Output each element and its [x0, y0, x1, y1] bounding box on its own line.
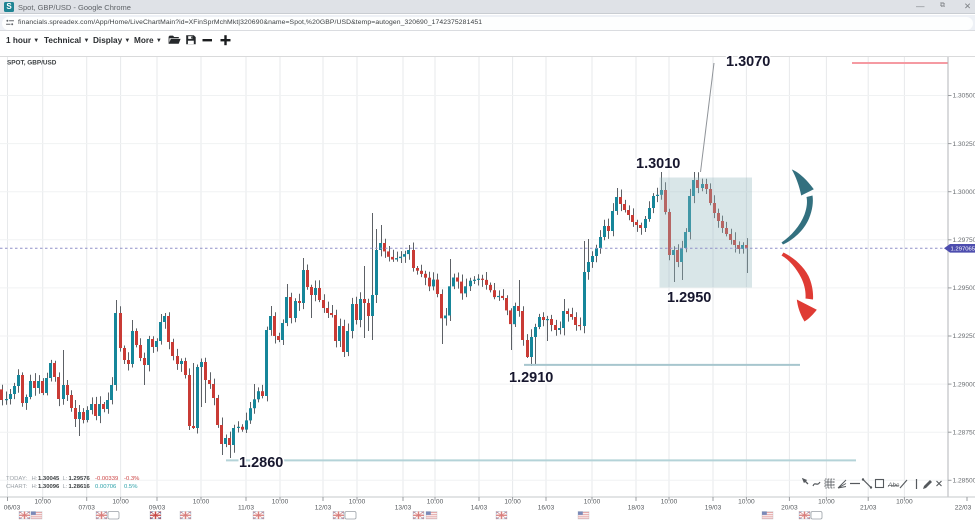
svg-text:09/03: 09/03 — [149, 505, 166, 512]
svg-text:Abc: Abc — [887, 482, 900, 489]
svg-text:1.3070: 1.3070 — [726, 54, 770, 70]
svg-text:1.297065: 1.297065 — [951, 247, 975, 253]
svg-text:1.2860: 1.2860 — [239, 455, 283, 471]
svg-text:10:00: 10:00 — [738, 499, 755, 506]
svg-text:1.28750: 1.28750 — [953, 429, 975, 436]
svg-text:21/03: 21/03 — [860, 505, 877, 512]
svg-text:20/03: 20/03 — [781, 505, 798, 512]
svg-text:1.3010: 1.3010 — [636, 156, 680, 172]
svg-text:1.29500: 1.29500 — [953, 285, 975, 292]
svg-text:10:00: 10:00 — [818, 499, 835, 506]
svg-text:1.30045: 1.30045 — [38, 476, 60, 482]
svg-text:11/03: 11/03 — [238, 505, 254, 512]
svg-text:10:00: 10:00 — [504, 499, 521, 506]
svg-text:10:00: 10:00 — [193, 499, 210, 506]
svg-text:1.29000: 1.29000 — [953, 381, 975, 388]
svg-text:0.00706: 0.00706 — [95, 484, 117, 490]
svg-text:07/03: 07/03 — [78, 505, 95, 512]
svg-text:1.29576: 1.29576 — [69, 476, 91, 482]
svg-text:1.28500: 1.28500 — [953, 478, 975, 485]
svg-text:10:00: 10:00 — [112, 499, 129, 506]
svg-text:16/03: 16/03 — [538, 505, 555, 512]
svg-text:0.5%: 0.5% — [124, 484, 138, 490]
svg-text:1.30500: 1.30500 — [953, 93, 975, 100]
svg-text:14/03: 14/03 — [471, 505, 488, 512]
svg-text:H:: H: — [32, 476, 38, 482]
svg-text:06/03: 06/03 — [4, 505, 21, 512]
svg-text:10:00: 10:00 — [584, 499, 601, 506]
svg-text:10:00: 10:00 — [427, 499, 444, 506]
svg-text:L:: L: — [63, 484, 68, 490]
svg-text:1.2950: 1.2950 — [667, 290, 711, 306]
svg-text:22/03: 22/03 — [955, 505, 972, 512]
svg-text:-0.3%: -0.3% — [124, 476, 140, 482]
svg-text:1.30250: 1.30250 — [953, 141, 975, 148]
svg-text:13/03: 13/03 — [395, 505, 412, 512]
svg-text:-0.00339: -0.00339 — [95, 476, 118, 482]
svg-text:1.30000: 1.30000 — [953, 189, 975, 196]
svg-text:12/03: 12/03 — [315, 505, 332, 512]
svg-text:1.29250: 1.29250 — [953, 333, 975, 340]
svg-text:1.2910: 1.2910 — [509, 370, 553, 386]
svg-text:18/03: 18/03 — [628, 505, 645, 512]
svg-text:1.28616: 1.28616 — [69, 484, 91, 490]
svg-text:10:00: 10:00 — [349, 499, 366, 506]
svg-text:19/03: 19/03 — [705, 505, 722, 512]
svg-text:CHART:: CHART: — [6, 484, 28, 490]
svg-text:10:00: 10:00 — [272, 499, 289, 506]
svg-text:1.29750: 1.29750 — [953, 237, 975, 244]
svg-text:H:: H: — [32, 484, 38, 490]
svg-text:1.30096: 1.30096 — [38, 484, 60, 490]
svg-text:10:00: 10:00 — [34, 499, 51, 506]
svg-text:10:00: 10:00 — [896, 499, 913, 506]
svg-text:10:00: 10:00 — [661, 499, 678, 506]
svg-text:SPOT, GBP/USD: SPOT, GBP/USD — [7, 60, 57, 67]
svg-text:L:: L: — [63, 476, 68, 482]
svg-text:TODAY:: TODAY: — [6, 476, 27, 482]
